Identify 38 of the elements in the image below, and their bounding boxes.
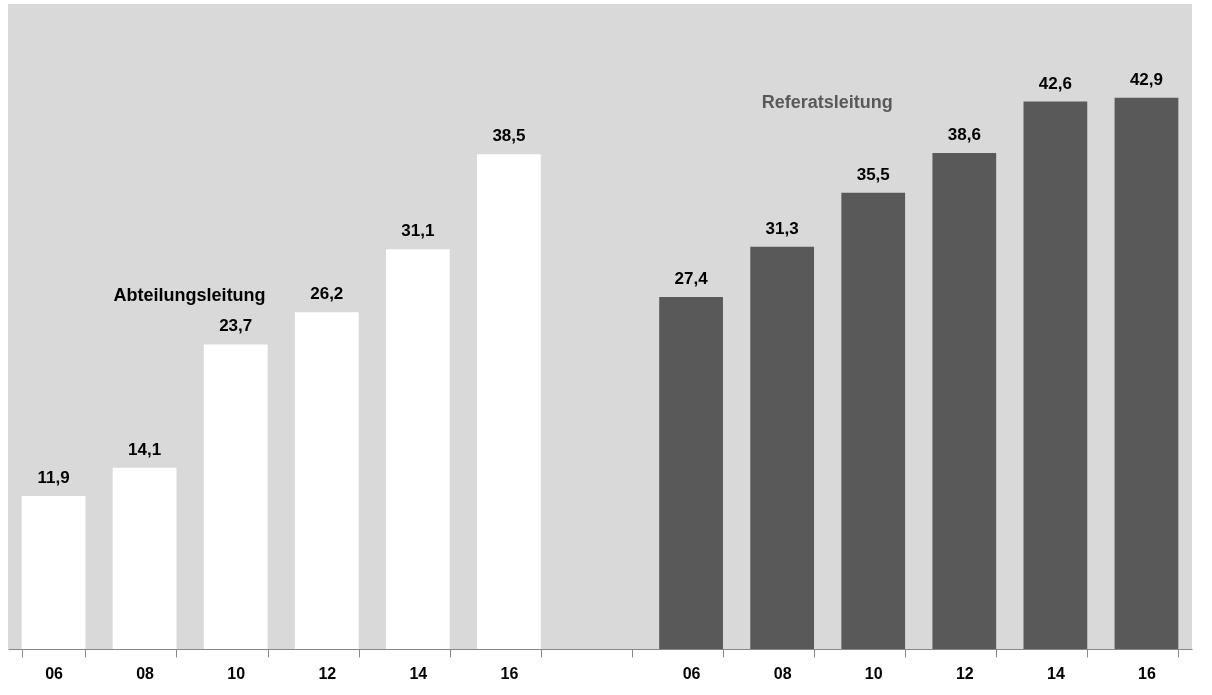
x-tick-label: 14 [1046, 664, 1065, 682]
series-label: Abteilungsleitung [113, 285, 266, 306]
data-label: 23,7 [219, 316, 253, 336]
data-label: 14,1 [128, 439, 162, 459]
x-tick-label: 08 [773, 664, 792, 682]
data-label: 42,6 [1038, 73, 1072, 93]
data-label: 35,5 [856, 164, 890, 184]
data-label: 31,1 [401, 221, 435, 241]
bar [294, 312, 359, 649]
bar [385, 249, 450, 649]
bar [932, 152, 997, 649]
x-tick-label: 14 [409, 664, 428, 682]
bar [841, 192, 906, 649]
bar [1114, 97, 1179, 649]
data-label: 31,3 [765, 218, 799, 238]
data-label: 38,5 [492, 126, 526, 146]
x-tick-label: 10 [227, 664, 246, 682]
bar [477, 154, 541, 649]
x-tick-label: 06 [682, 664, 701, 682]
data-label: 42,9 [1129, 69, 1164, 89]
bar [1023, 101, 1088, 649]
x-tick-label: 12 [318, 664, 337, 682]
x-tick-label: 08 [136, 664, 155, 682]
bar [21, 496, 86, 649]
data-label: 26,2 [310, 284, 344, 304]
bar [203, 344, 268, 649]
bar [750, 246, 815, 649]
bar [659, 296, 723, 649]
data-label: 27,4 [674, 268, 709, 288]
x-tick-label: 16 [1138, 664, 1156, 682]
x-tick-label: 16 [500, 664, 519, 682]
bar [112, 467, 177, 649]
text: Referatsleitung [761, 92, 893, 113]
data-label: 11,9 [37, 468, 70, 488]
x-tick-label: 12 [955, 664, 974, 682]
x-tick-label: 06 [45, 664, 64, 682]
x-tick-label: 10 [864, 664, 883, 682]
data-label: 38,6 [947, 124, 981, 144]
